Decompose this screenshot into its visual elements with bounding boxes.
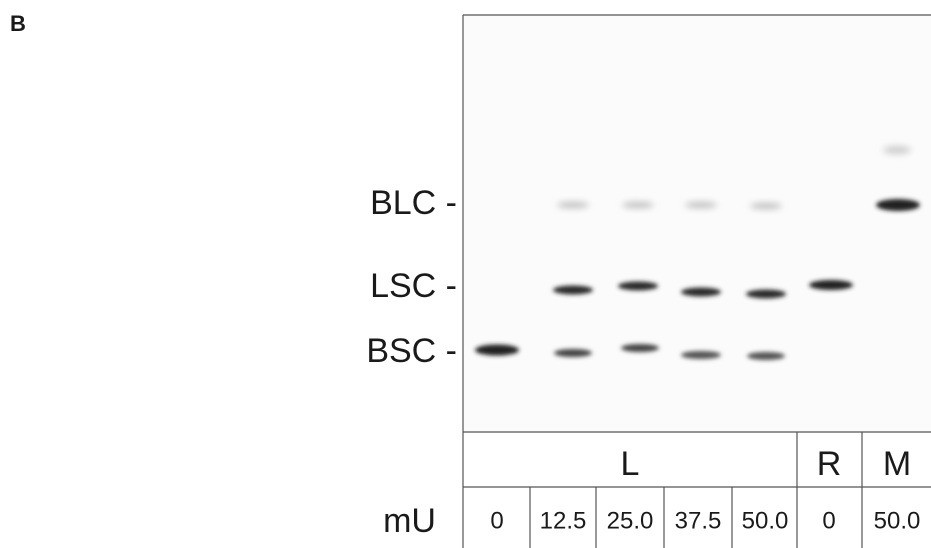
panel-label: B (10, 11, 26, 36)
band (554, 349, 592, 357)
gel (463, 15, 931, 432)
marker-label: LSC - (370, 267, 457, 305)
band (746, 290, 786, 299)
lane-label: 0 (490, 507, 503, 534)
group-label: R (817, 445, 842, 483)
band (475, 345, 519, 356)
group-label: L (621, 445, 640, 483)
marker-label: BSC - (366, 332, 457, 370)
lane-label: 37.5 (675, 507, 722, 534)
band (876, 199, 920, 211)
group-label: M (883, 445, 911, 483)
lane-label: 12.5 (540, 507, 587, 534)
band (747, 352, 785, 360)
lane-label: 50.0 (874, 507, 921, 534)
band (618, 282, 658, 291)
band (557, 202, 589, 208)
unit-label: mU (383, 502, 436, 540)
lane-label: 0 (822, 507, 835, 534)
band (809, 280, 853, 290)
band (681, 351, 721, 359)
lane-label: 25.0 (607, 507, 654, 534)
lane-label: 50.0 (742, 507, 789, 534)
band (622, 202, 654, 208)
band (681, 288, 721, 297)
band (750, 203, 782, 209)
figure: B BLC - LSC - BSC - L R M mU 0 12.5 25.0 (0, 0, 931, 548)
band (685, 202, 717, 208)
marker-label: BLC - (370, 184, 457, 222)
band (883, 146, 911, 154)
band (553, 286, 593, 295)
band (621, 344, 659, 352)
